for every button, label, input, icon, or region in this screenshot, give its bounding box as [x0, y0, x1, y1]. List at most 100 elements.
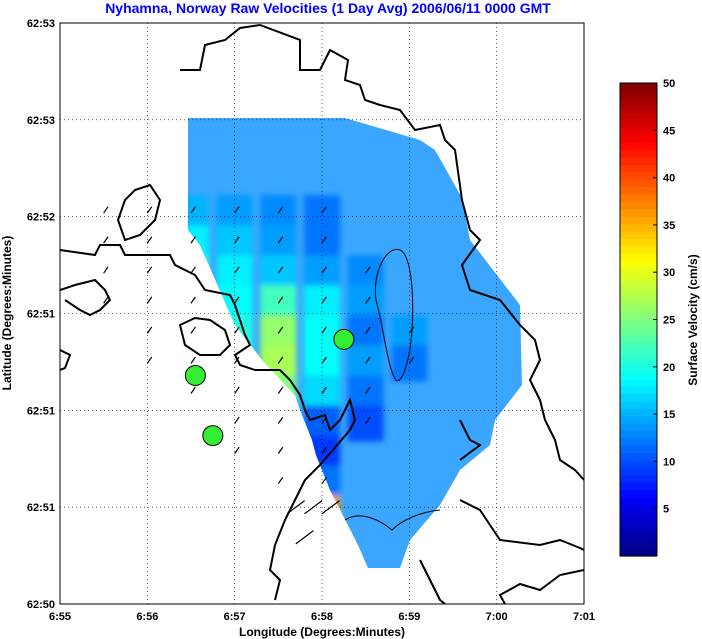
velocity-vector: [234, 326, 240, 334]
velocity-vector: [146, 356, 153, 364]
velocity-vector: [321, 416, 327, 424]
colorbar-segment: [620, 511, 657, 520]
velocity-vector: [321, 236, 327, 244]
velocity-vector: [103, 296, 109, 304]
velocity-vector: [321, 266, 327, 274]
colorbar-segment: [620, 341, 657, 350]
colorbar-segment: [620, 459, 657, 468]
colorbar-segment: [620, 363, 657, 372]
colorbar-segment: [620, 533, 657, 542]
field-cell: [188, 195, 209, 232]
colorbar-segment: [620, 304, 657, 313]
colorbar-segment: [620, 334, 657, 343]
velocity-vector: [321, 446, 327, 454]
colorbar-tick-label: 35: [663, 220, 675, 232]
velocity-vectors: [103, 206, 415, 545]
colorbar-segment: [620, 312, 657, 321]
colorbar-segment: [620, 216, 657, 225]
colorbar-segment: [620, 208, 657, 217]
colorbar-segment: [620, 474, 657, 483]
y-axis-label: Latitude (Degrees:Minutes): [0, 236, 14, 391]
colorbar-segment: [620, 526, 657, 535]
velocity-vector: [408, 356, 415, 364]
colorbar-tick-label: 5: [663, 504, 669, 516]
x-tick-label: 7:01: [573, 611, 595, 623]
velocity-vector: [234, 416, 240, 424]
colorbar-segment: [620, 90, 657, 99]
velocity-vector: [321, 326, 327, 334]
velocity-vector: [190, 206, 196, 214]
colorbar-segment: [620, 245, 657, 254]
colorbar-segment: [620, 297, 657, 306]
velocity-vector: [146, 206, 153, 214]
colorbar-segment: [620, 349, 657, 358]
velocity-vector: [408, 326, 415, 334]
colorbar-tick-label: 20: [663, 362, 675, 374]
velocity-vector: [277, 296, 284, 304]
velocity-vector: [286, 500, 306, 515]
colorbar-segment: [620, 164, 657, 173]
axes-frame: [59, 22, 585, 605]
velocity-vector: [190, 326, 196, 334]
colorbar-segment: [620, 467, 657, 476]
colorbar-segment: [620, 119, 657, 128]
colorbar-segment: [620, 356, 657, 365]
velocity-vector: [103, 266, 109, 274]
colorbar-tick-label: 15: [663, 409, 675, 421]
velocity-vector: [190, 236, 196, 244]
colorbar-segment: [620, 171, 657, 180]
colorbar-segment: [620, 378, 657, 387]
y-tick-label: 62:53: [27, 18, 55, 30]
velocity-vector: [304, 500, 323, 515]
colorbar-segment: [620, 275, 657, 284]
velocity-vector: [234, 446, 240, 454]
velocity-vector: [103, 206, 109, 214]
velocity-vector: [365, 296, 371, 304]
velocity-vector: [234, 266, 240, 274]
grid-lines: [60, 23, 584, 604]
contour-line-south: [344, 509, 441, 531]
colorbar-segment: [620, 134, 657, 143]
velocity-vector: [190, 356, 196, 364]
radar-site-marker: [202, 425, 224, 447]
colorbar-segment: [620, 105, 657, 114]
colorbar-segment: [620, 193, 657, 202]
colorbar-segment: [620, 415, 657, 424]
colorbar-tick-label: 40: [663, 173, 675, 185]
velocity-vector: [365, 416, 371, 424]
velocity-vector: [365, 386, 371, 394]
velocity-vector: [321, 476, 327, 485]
x-tick-label: 7:00: [486, 611, 508, 623]
velocity-vector: [321, 500, 340, 515]
colorbar-segment: [620, 223, 657, 232]
velocity-vector: [190, 386, 196, 394]
velocity-vector: [277, 236, 284, 244]
colorbar-segment: [620, 201, 657, 210]
radar-site-marker: [333, 328, 355, 350]
radar-sites: [184, 328, 355, 447]
y-tick-label: 62:51: [27, 405, 55, 417]
colorbar-segment: [620, 422, 657, 431]
colorbar-tick-label: 45: [663, 125, 675, 137]
velocity-vector: [146, 326, 153, 334]
colorbar-segment: [620, 371, 657, 380]
velocity-vector: [365, 326, 371, 334]
x-tick-label: 6:55: [49, 611, 71, 623]
colorbar-segment: [620, 267, 657, 276]
velocity-vector: [321, 386, 327, 394]
velocity-vector: [234, 236, 240, 244]
colorbar-segment: [620, 482, 657, 491]
colorbar-segment: [620, 127, 657, 136]
colorbar-segment: [620, 489, 657, 498]
colorbar-segment: [620, 319, 657, 328]
colorbar-segment: [620, 149, 657, 158]
colorbar-segment: [620, 142, 657, 151]
colorbar-segment: [620, 260, 657, 269]
velocity-vector: [277, 326, 284, 334]
x-axis-label: Longitude (Degrees:Minutes): [239, 625, 405, 639]
velocity-vector: [190, 296, 196, 304]
y-tick-label: 62:52: [27, 212, 55, 224]
velocity-vector: [321, 296, 327, 304]
colorbar-segment: [620, 541, 657, 550]
colorbar-tick-label: 30: [663, 267, 675, 279]
